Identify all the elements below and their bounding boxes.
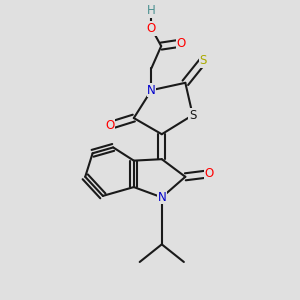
Text: O: O (147, 22, 156, 35)
Text: O: O (204, 167, 214, 180)
Text: O: O (106, 119, 115, 132)
Text: O: O (176, 37, 185, 50)
Text: N: N (147, 84, 156, 97)
Text: S: S (199, 54, 207, 67)
Text: N: N (158, 191, 166, 204)
Text: H: H (147, 4, 156, 17)
Text: S: S (189, 109, 196, 122)
